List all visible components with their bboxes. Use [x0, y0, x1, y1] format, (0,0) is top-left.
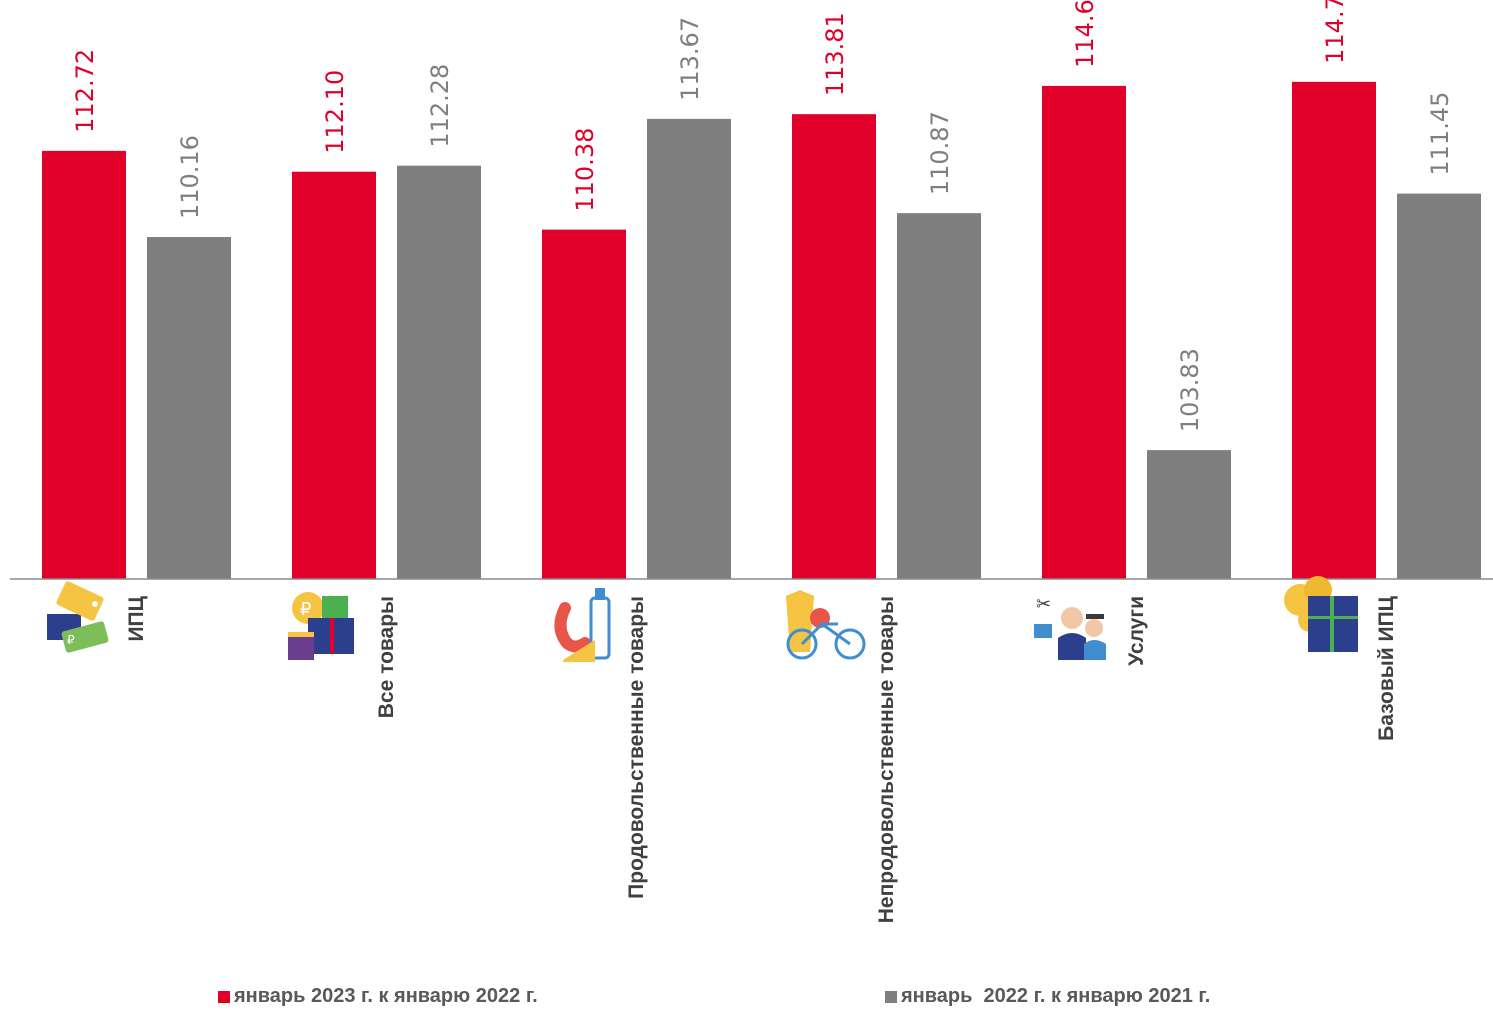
- category-label-4: Непродовольственные товары: [875, 596, 898, 923]
- bar-s1-1: [42, 150, 126, 580]
- goods-boxes-icon: ₽: [288, 592, 354, 660]
- bar-s2-5: [1147, 450, 1231, 579]
- legend-swatch-series-1: [218, 990, 230, 1003]
- category-label-5: Услуги: [1125, 596, 1148, 666]
- bar-s2-3: [647, 118, 731, 579]
- value-label-s2-4: 110.87: [926, 111, 954, 195]
- value-label-s1-1: 112.72: [71, 49, 99, 133]
- legend-label-series-1: январь 2023 г. к январю 2022 г.: [234, 985, 538, 1007]
- value-label-s2-2: 112.28: [426, 64, 454, 148]
- value-label-s1-3: 110.38: [571, 128, 599, 212]
- bar-s1-2: [292, 171, 376, 580]
- value-label-s2-3: 113.67: [676, 17, 704, 101]
- category-label-2: Все товары: [375, 596, 398, 718]
- value-label-s2-6: 111.45: [1426, 92, 1454, 176]
- bar-s1-6: [1292, 81, 1376, 580]
- value-label-s1-5: 114.65: [1071, 0, 1099, 68]
- svg-text:✂: ✂: [1036, 594, 1051, 615]
- bar-s2-2: [397, 165, 481, 580]
- base-cpi-box-icon: [1284, 576, 1358, 652]
- price-tags-icon: ₽: [47, 581, 109, 653]
- bar-s1-3: [542, 229, 626, 579]
- value-labels-layer: 112.72 110.16 112.10 112.28 110.38 113.67 113.…: [71, 0, 1454, 432]
- bar-s2-1: [147, 237, 231, 579]
- legend-label-series-2: январь 2022 г. к январю 2021 г.: [901, 985, 1211, 1007]
- services-people-icon: ✂: [1034, 594, 1106, 660]
- category-labels-layer: ИПЦ Все товары Продовольственные товары Неп…: [125, 595, 1398, 923]
- category-label-1: ИПЦ: [125, 595, 148, 641]
- value-label-s1-4: 113.81: [821, 12, 849, 96]
- value-label-s1-6: 114.77: [1321, 0, 1349, 64]
- food-icon: [554, 588, 611, 662]
- category-label-3: Продовольственные товары: [625, 596, 648, 899]
- svg-text:₽: ₽: [300, 599, 311, 620]
- legend-item-series-2: январь 2022 г. к январю 2021 г.: [885, 985, 1210, 1008]
- value-label-s2-1: 110.16: [176, 135, 204, 219]
- legend-item-series-1: январь 2023 г. к январю 2022 г.: [218, 985, 538, 1008]
- value-label-s1-2: 112.10: [321, 70, 349, 154]
- bar-s2-6: [1397, 193, 1481, 580]
- category-label-6: Базовый ИПЦ: [1375, 595, 1398, 741]
- svg-text:₽: ₽: [67, 633, 75, 647]
- bar-s1-5: [1042, 85, 1126, 579]
- value-label-s2-5: 103.83: [1176, 348, 1204, 432]
- bars-layer: [42, 81, 1481, 580]
- category-icons-layer: ₽ ₽ ✂: [47, 576, 1358, 662]
- nonfood-goods-icon: [786, 590, 866, 660]
- legend-swatch-series-2: [885, 990, 897, 1003]
- bar-s1-4: [792, 114, 876, 580]
- bar-s2-4: [897, 213, 981, 579]
